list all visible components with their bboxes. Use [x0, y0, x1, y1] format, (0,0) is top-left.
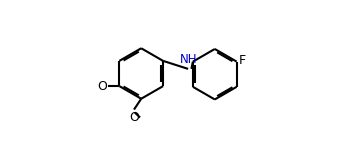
Text: NH: NH	[180, 53, 198, 66]
Text: O: O	[97, 80, 107, 93]
Text: O: O	[129, 111, 139, 124]
Text: F: F	[239, 54, 246, 67]
